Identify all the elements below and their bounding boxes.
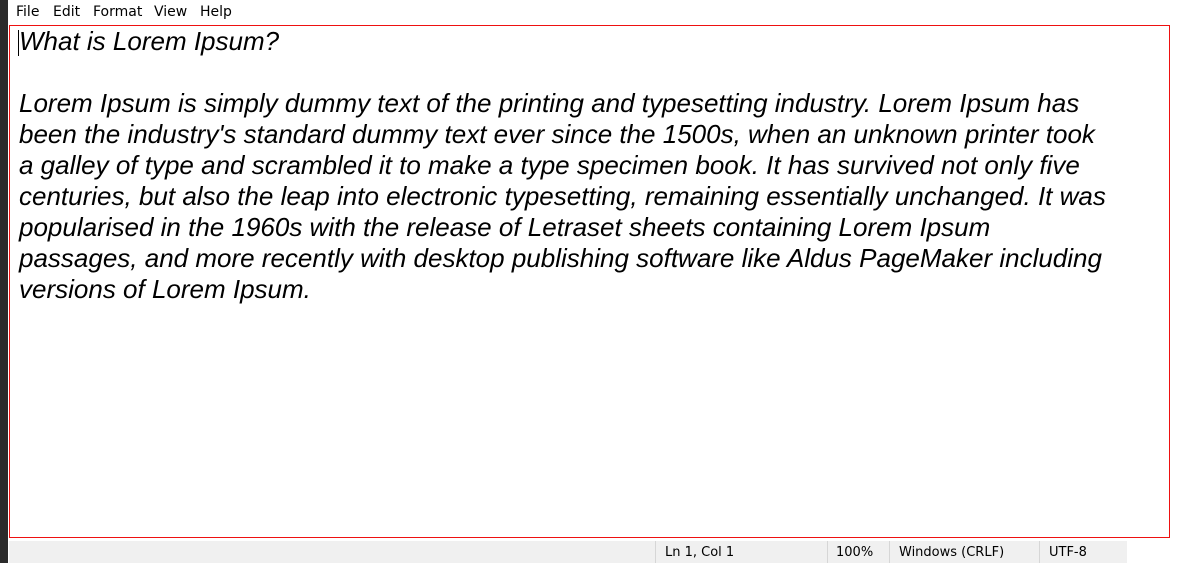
text-line: centuries, but also the leap into electr… (19, 181, 1106, 211)
menu-view[interactable]: View (154, 4, 188, 20)
separator (1039, 541, 1040, 563)
text-line: What is Lorem Ipsum? (19, 26, 280, 56)
text-line: a galley of type and scrambled it to mak… (19, 150, 1080, 180)
window-edge (0, 0, 8, 563)
separator (827, 541, 828, 563)
text-line: popularised in the 1960s with the releas… (19, 212, 991, 242)
status-encoding: UTF-8 (1049, 545, 1087, 560)
menu-file[interactable]: File (16, 4, 40, 20)
text-area: What is Lorem Ipsum? Lorem Ipsum is simp… (10, 26, 1129, 537)
text-line: passages, and more recently with desktop… (19, 243, 1102, 273)
menu-edit[interactable]: Edit (53, 4, 81, 20)
separator (889, 541, 890, 563)
separator (655, 541, 656, 563)
status-position: Ln 1, Col 1 (665, 545, 735, 560)
status-bar: Ln 1, Col 1 100% Windows (CRLF) UTF-8 (9, 541, 1127, 563)
menu-help[interactable]: Help (200, 4, 232, 20)
text-line: been the industry's standard dummy text … (19, 119, 1095, 149)
text-line: versions of Lorem Ipsum. (19, 274, 311, 304)
status-zoom: 100% (836, 545, 874, 560)
menu-bar: File Edit Format View Help (8, 0, 1200, 25)
menu-format[interactable]: Format (93, 4, 143, 20)
text-line: Lorem Ipsum is simply dummy text of the … (19, 88, 1080, 118)
text-editor[interactable]: What is Lorem Ipsum? Lorem Ipsum is simp… (9, 25, 1170, 538)
caret (18, 30, 19, 56)
status-line-ending: Windows (CRLF) (899, 545, 1005, 560)
